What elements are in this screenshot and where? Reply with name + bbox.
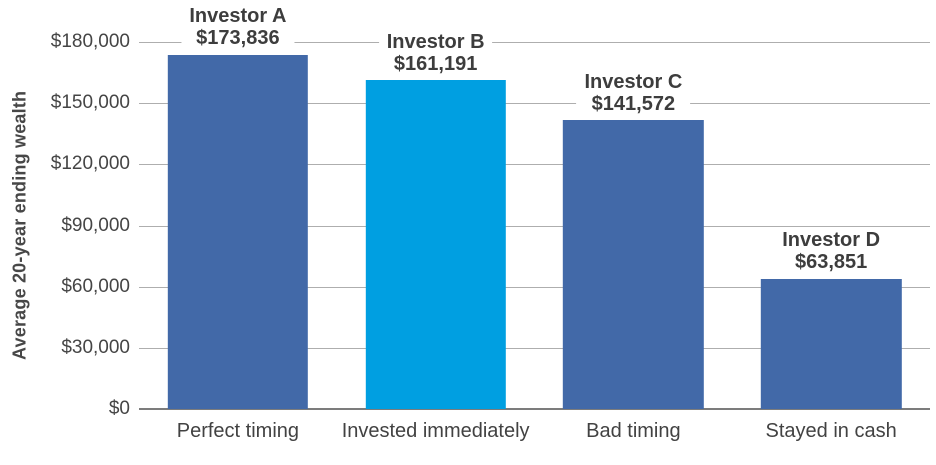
y-tick-label: $0 bbox=[108, 398, 130, 419]
bar-column-perfect-timing: Investor A $173,836 Perfect timing bbox=[139, 4, 337, 442]
bar-investor-name: Investor A bbox=[189, 4, 287, 27]
bar-column-invested-immediately: Investor B $161,191 Invested immediately bbox=[337, 30, 535, 442]
x-tick-label: Stayed in cash bbox=[765, 420, 897, 442]
gridline bbox=[139, 225, 930, 227]
bar-column-bad-timing: Investor C $141,572 Bad timing bbox=[535, 42, 733, 442]
bar-value-label: $161,191 bbox=[393, 52, 478, 75]
y-tick-label: $120,000 bbox=[50, 153, 130, 175]
x-tick-label: Perfect timing bbox=[176, 420, 300, 442]
bar-annotation: Investor C $141,572 bbox=[576, 70, 691, 116]
gridline bbox=[139, 42, 930, 43]
y-axis-title: Average 20-year ending wealth bbox=[9, 90, 30, 361]
x-tick-label: Invested immediately bbox=[341, 420, 530, 442]
plot-area: Investor A $173,836 Perfect timing Inves… bbox=[139, 4, 930, 442]
bar-investor-name: Investor D bbox=[782, 229, 881, 252]
bar bbox=[365, 80, 506, 409]
bar-value-label: $63,851 bbox=[794, 251, 868, 274]
bar-annotation: Investor A $173,836 bbox=[181, 4, 295, 50]
y-tick-label: $180,000 bbox=[50, 31, 130, 52]
gridline bbox=[139, 103, 930, 105]
gridline bbox=[139, 164, 930, 166]
gridline bbox=[139, 286, 930, 288]
x-axis-line bbox=[139, 408, 930, 410]
bar-annotation: Investor D $63,851 bbox=[774, 229, 889, 274]
bar bbox=[563, 120, 704, 409]
bar-value-label: $173,836 bbox=[196, 27, 280, 50]
bar-column-stayed-in-cash: Investor D $63,851 Stayed in cash bbox=[732, 42, 930, 442]
y-tick-label: $150,000 bbox=[50, 92, 130, 114]
bar-columns: Investor A $173,836 Perfect timing Inves… bbox=[139, 4, 930, 442]
gridline bbox=[139, 347, 930, 349]
y-tick-label: $60,000 bbox=[61, 275, 130, 297]
bar-value-label: $141,572 bbox=[591, 92, 676, 115]
bar-investor-name: Investor C bbox=[584, 70, 683, 93]
y-tick-label: $30,000 bbox=[61, 336, 130, 358]
bar-annotation: Investor B $161,191 bbox=[378, 30, 493, 76]
y-tick-label: $90,000 bbox=[61, 214, 130, 236]
bar-investor-name: Investor B bbox=[386, 30, 485, 53]
y-axis-tick-labels: $180,000 $150,000 $120,000 $90,000 $60,0… bbox=[36, 31, 130, 419]
bar bbox=[760, 278, 902, 409]
bar bbox=[167, 54, 309, 409]
x-tick-label: Bad timing bbox=[586, 420, 681, 442]
